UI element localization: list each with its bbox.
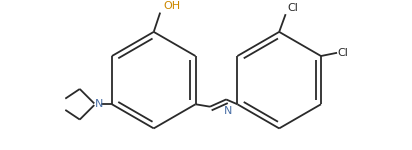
Text: OH: OH <box>164 1 180 11</box>
Text: N: N <box>224 106 232 116</box>
Text: Cl: Cl <box>287 3 298 13</box>
Text: Cl: Cl <box>337 48 348 58</box>
Text: N: N <box>95 99 103 109</box>
